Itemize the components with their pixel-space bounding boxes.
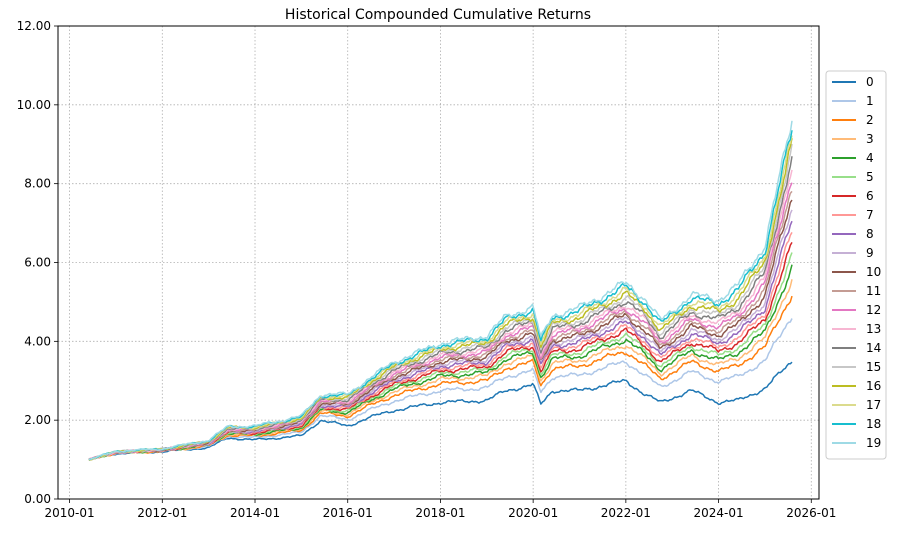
legend-label-16: 16 [866, 379, 881, 393]
legend-label-17: 17 [866, 398, 881, 412]
x-tick-label: 2010-01 [45, 506, 95, 520]
series-line-19 [88, 120, 793, 461]
legend-label-11: 11 [866, 284, 881, 298]
series-line-10 [88, 199, 793, 461]
legend-label-4: 4 [866, 151, 874, 165]
legend-label-14: 14 [866, 341, 881, 355]
chart-title: Historical Compounded Cumulative Returns [285, 7, 591, 23]
series-lines [88, 120, 793, 461]
x-tick-label: 2020-01 [508, 506, 558, 520]
x-tick-label: 2016-01 [323, 506, 373, 520]
y-tick-label: 2.00 [24, 413, 51, 427]
y-tick-label: 12.00 [17, 19, 51, 33]
legend-label-2: 2 [866, 113, 874, 127]
axes: 2010-01 2012-01 2014-01 2016-01 2018-01 2020-… [17, 19, 837, 520]
series-line-1 [88, 318, 793, 460]
x-tick-label: 2026-01 [786, 506, 836, 520]
legend-label-0: 0 [866, 75, 874, 89]
x-tick-label: 2024-01 [693, 506, 743, 520]
legend-label-10: 10 [866, 265, 881, 279]
legend-label-19: 19 [866, 436, 881, 450]
legend-label-9: 9 [866, 246, 874, 260]
legend-label-1: 1 [866, 94, 874, 108]
legend-box [825, 70, 887, 460]
y-tick-label: 8.00 [24, 177, 51, 191]
series-line-0 [88, 361, 793, 461]
legend-label-13: 13 [866, 322, 881, 336]
x-tick-label: 2012-01 [137, 506, 187, 520]
legend-label-3: 3 [866, 132, 874, 146]
plot-frame [57, 25, 820, 500]
y-tick-label: 10.00 [17, 98, 51, 112]
legend-label-5: 5 [866, 170, 874, 184]
x-tick-label: 2022-01 [601, 506, 651, 520]
legend-label-8: 8 [866, 227, 874, 241]
y-tick-label: 0.00 [24, 492, 51, 506]
x-tick-label: 2018-01 [415, 506, 465, 520]
legend-label-18: 18 [866, 417, 881, 431]
legend-label-6: 6 [866, 189, 874, 203]
y-tick-label: 4.00 [24, 334, 51, 348]
y-tick-label: 6.00 [24, 256, 51, 270]
legend-label-12: 12 [866, 303, 881, 317]
x-tick-label: 2014-01 [230, 506, 280, 520]
legend-label-7: 7 [866, 208, 874, 222]
legend-label-15: 15 [866, 360, 881, 374]
